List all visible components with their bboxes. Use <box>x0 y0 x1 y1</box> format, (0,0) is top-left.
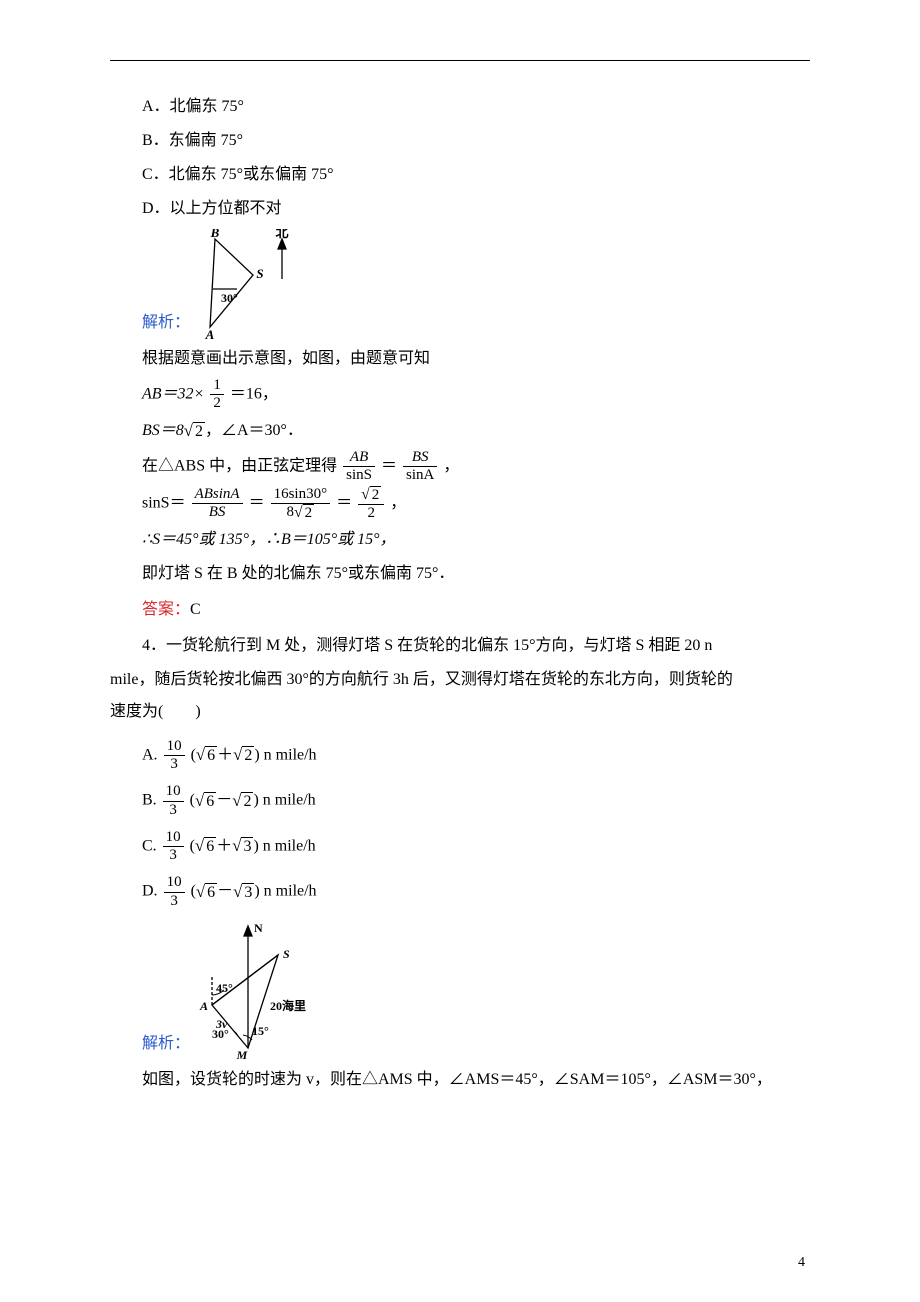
q4-choice-D: D. 103 (√6－√3) n mile/h <box>110 874 810 910</box>
svg-text:S: S <box>283 947 290 961</box>
svg-text:S: S <box>256 266 263 281</box>
analysis-label: 解析： <box>142 1028 190 1060</box>
q4-choice-A: A. 103 (√6＋√2) n mile/h <box>110 738 810 774</box>
svg-text:15°: 15° <box>252 1024 269 1038</box>
q3-choice-A: A．北偏东 75° <box>110 91 810 123</box>
analysis-label: 解析： <box>142 307 190 339</box>
q3-choice-B: B．东偏南 75° <box>110 125 810 157</box>
q4-line8: 如图，设货轮的时速为 v，则在△AMS 中，∠AMS＝45°，∠SAM＝105°… <box>110 1064 810 1096</box>
header-rule <box>110 60 810 61</box>
svg-text:北: 北 <box>276 229 289 240</box>
page-number: 4 <box>798 1249 805 1277</box>
svg-text:A: A <box>199 999 208 1013</box>
q4-analysis-row: 解析： N S A M 45° 15° 30° 3v 20海里 <box>110 920 810 1060</box>
q3-line4: 在△ABS 中，由正弦定理得 ABsinS ＝ BSsinA ， <box>110 449 810 485</box>
svg-text:3v: 3v <box>215 1017 228 1031</box>
svg-text:20海里: 20海里 <box>270 998 306 1013</box>
q3-answer: 答案：C <box>110 594 810 626</box>
q3-line7: 即灯塔 S 在 B 处的北偏东 75°或东偏南 75°． <box>110 558 810 590</box>
q3-line3: BS＝8√2，∠A＝30°． <box>110 415 810 447</box>
q4-choice-B: B. 103 (√6－√2) n mile/h <box>110 783 810 819</box>
svg-text:M: M <box>236 1048 248 1060</box>
svg-text:30°: 30° <box>221 291 238 305</box>
q3-analysis-row: 解析： B S A 北 30° <box>110 229 810 339</box>
svg-text:N: N <box>254 921 263 935</box>
q3-line6: ∴S＝45°或 135°，∴B＝105°或 15°， <box>110 524 810 556</box>
svg-text:45°: 45° <box>216 981 233 995</box>
q4-stem-1: 4．一货轮航行到 M 处，测得灯塔 S 在货轮的北偏东 15°方向，与灯塔 S … <box>110 630 810 662</box>
q3-line1: 根据题意画出示意图，如图，由题意可知 <box>110 343 810 375</box>
q3-line2: AB＝32× 12 ＝16， <box>110 377 810 413</box>
q3-choice-D: D．以上方位都不对 <box>110 193 810 225</box>
q4-choice-C: C. 103 (√6＋√3) n mile/h <box>110 829 810 865</box>
q3-line5: sinS＝ ABsinABS ＝ 16sin30°8√2 ＝ √22 ， <box>110 486 810 522</box>
svg-text:B: B <box>210 229 220 240</box>
q4-stem-3: 速度为( ) <box>110 696 810 728</box>
q4-diagram: N S A M 45° 15° 30° 3v 20海里 <box>190 920 340 1060</box>
q3-choice-C: C．北偏东 75°或东偏南 75° <box>110 159 810 191</box>
q3-diagram: B S A 北 30° <box>190 229 310 339</box>
svg-text:A: A <box>205 327 215 339</box>
q4-stem-2: mile，随后货轮按北偏西 30°的方向航行 3h 后，又测得灯塔在货轮的东北方… <box>110 664 810 696</box>
